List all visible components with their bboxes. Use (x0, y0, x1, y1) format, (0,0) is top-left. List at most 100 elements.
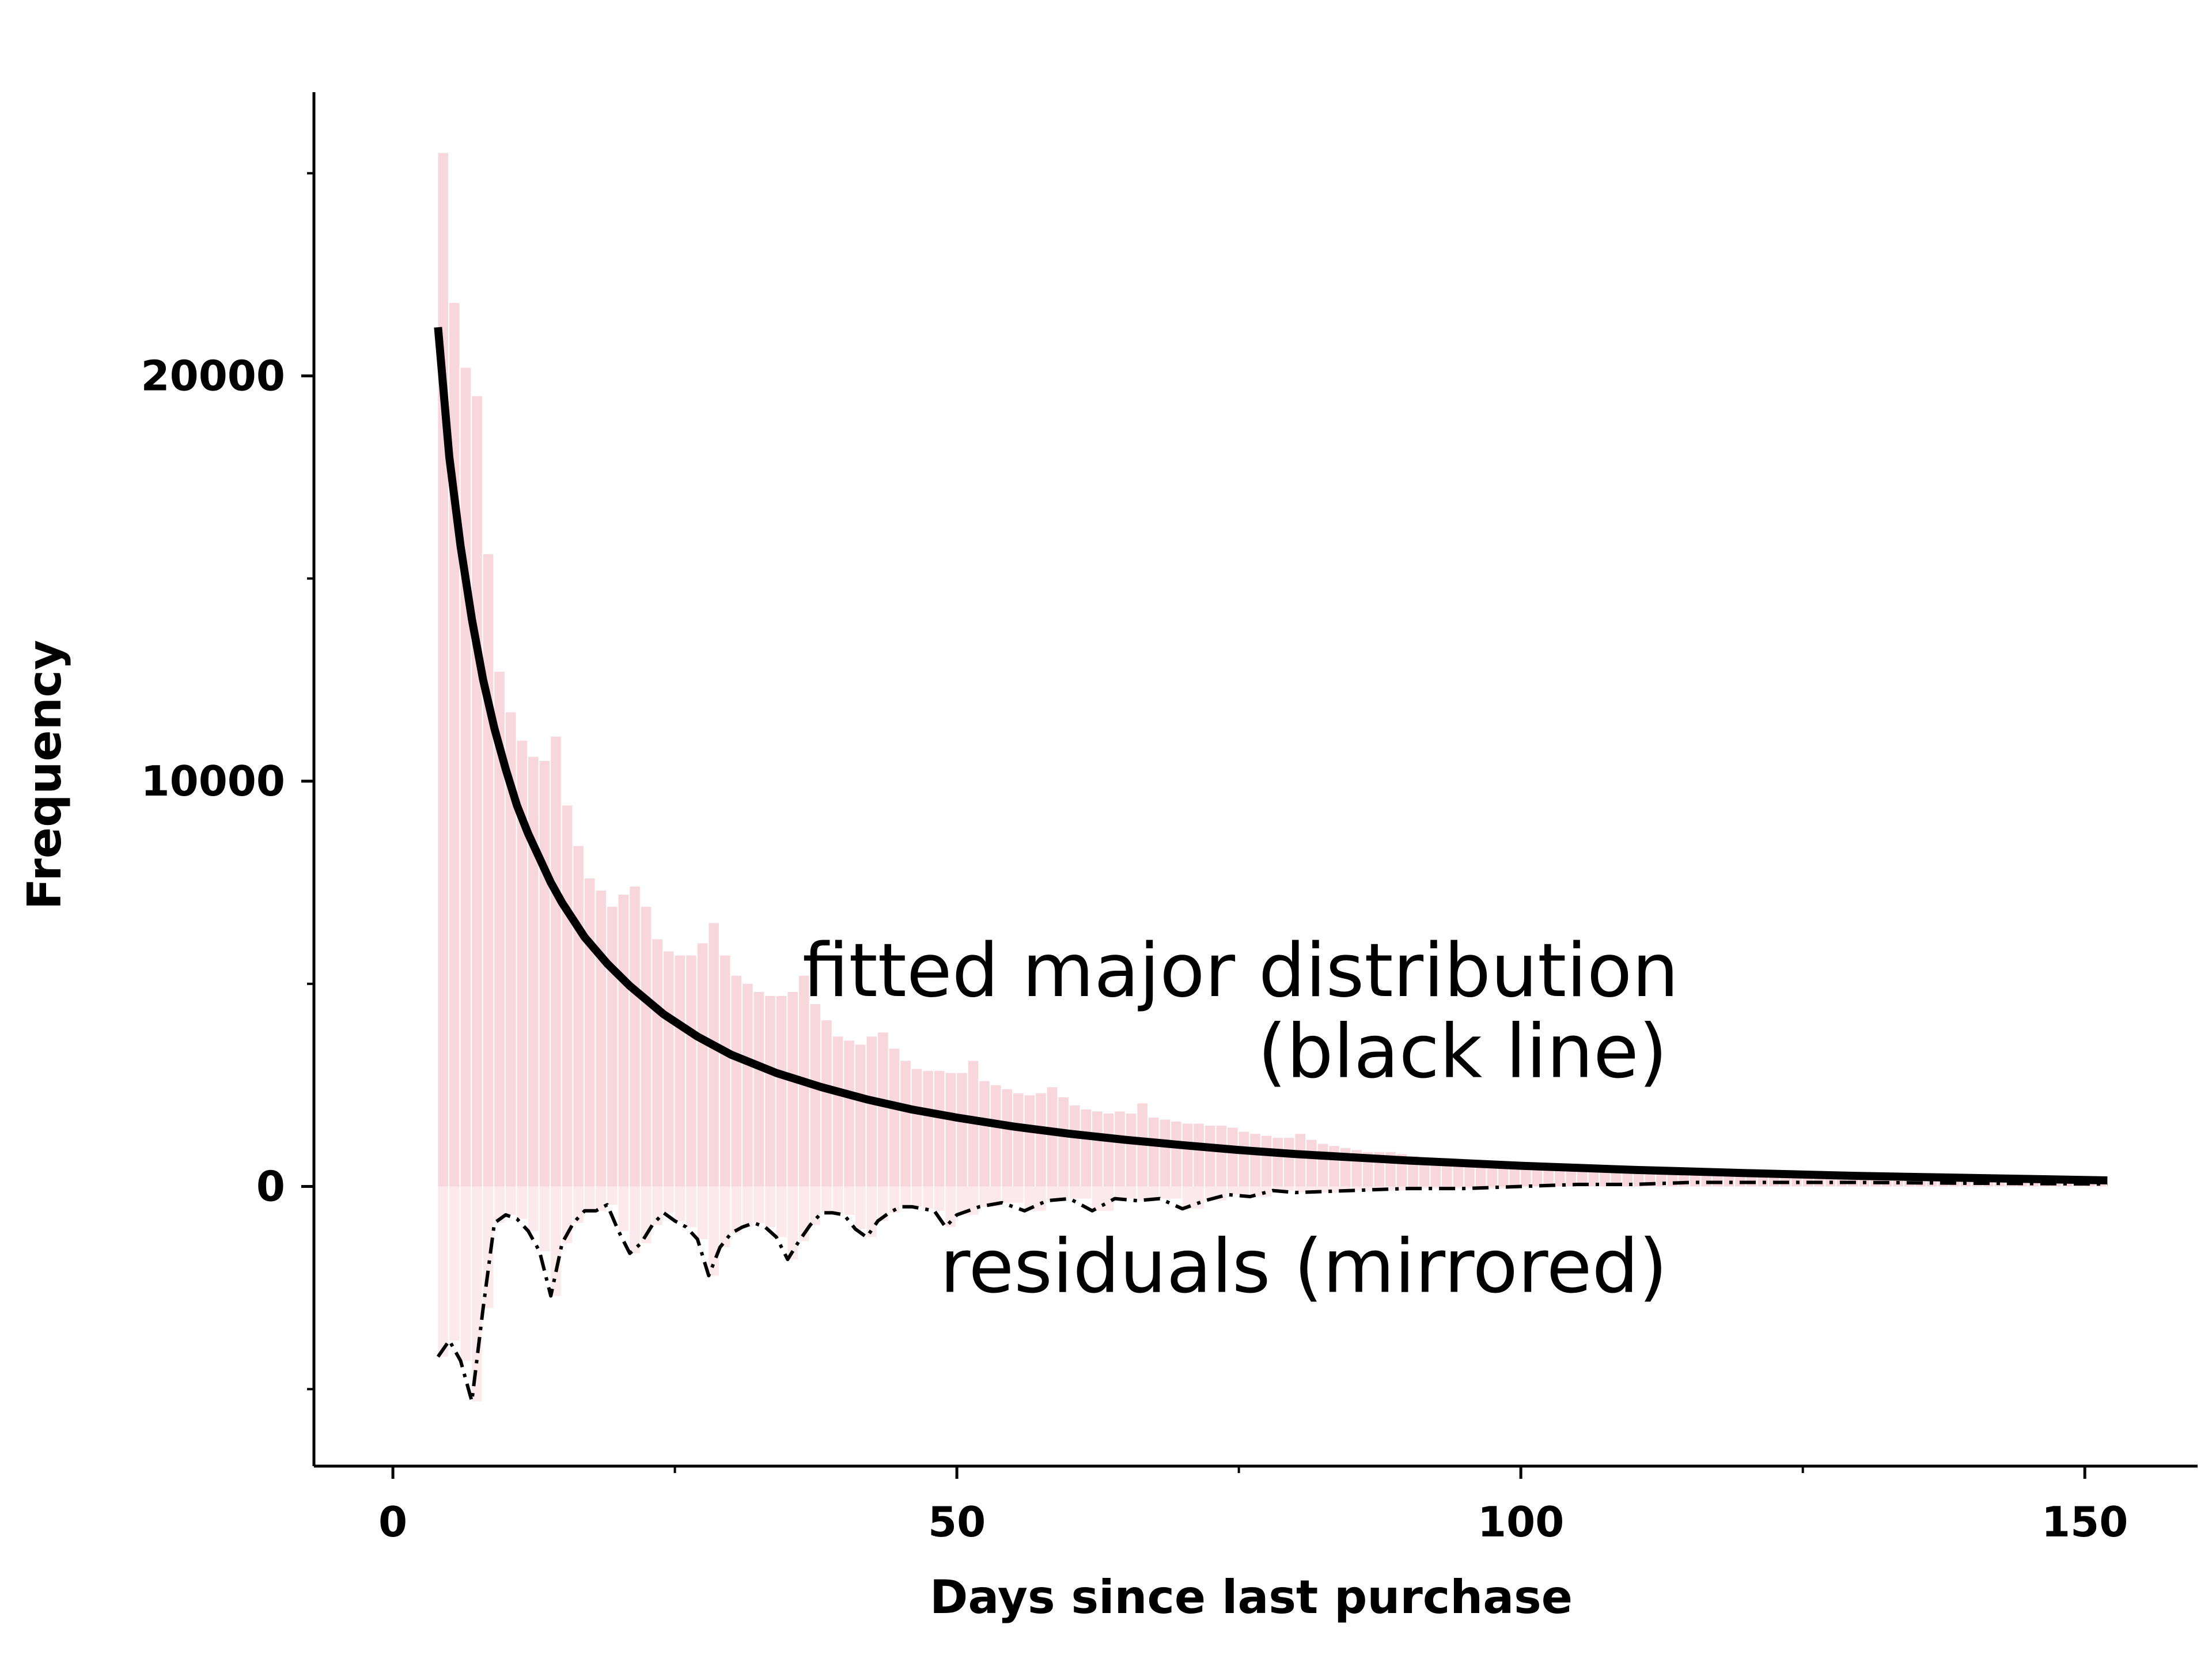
histogram-bar (923, 1071, 933, 1187)
residual-bar (449, 1186, 460, 1341)
histogram-bar (776, 995, 787, 1187)
histogram-bar (753, 991, 764, 1187)
histogram-bar (675, 955, 685, 1187)
residual-bar (675, 1186, 685, 1221)
residual-bar (652, 1186, 663, 1225)
histogram-bar (787, 991, 798, 1187)
histogram-bar (641, 907, 652, 1187)
annotation-residuals-mirrored: residuals (mirrored) (940, 1224, 1668, 1309)
residual-bar (900, 1186, 911, 1207)
residual-bar (832, 1186, 843, 1213)
histogram-bar (1701, 1174, 1712, 1187)
histogram-bar (1160, 1119, 1171, 1187)
histogram-bar (573, 846, 584, 1187)
histogram-bar (438, 153, 448, 1187)
residual-bar (1408, 1186, 1464, 1189)
histogram-bar (731, 975, 742, 1187)
x-tick-label: 50 (928, 1498, 986, 1546)
histogram-bar (821, 1020, 832, 1187)
x-tick-label: 0 (378, 1498, 407, 1546)
residual-bar (573, 1186, 584, 1223)
histogram-bar (483, 554, 494, 1187)
y-tick-label: 20000 (141, 351, 286, 400)
histogram-bar (1058, 1097, 1069, 1187)
x-tick-label: 150 (2041, 1498, 2128, 1546)
histogram-bar (990, 1085, 1001, 1187)
histogram-bar (866, 1036, 877, 1187)
histogram-bar (562, 805, 573, 1187)
histogram-bar (528, 756, 539, 1187)
histogram-bar (1329, 1146, 1339, 1187)
histogram-bar (1509, 1164, 1520, 1187)
histogram-bar (1261, 1135, 1272, 1187)
histogram-bar (957, 1073, 967, 1187)
histogram-bar (810, 1004, 821, 1187)
histogram-bar (630, 886, 640, 1187)
residual-bar (945, 1186, 956, 1227)
histogram-bar (652, 939, 663, 1187)
residual-bar (753, 1186, 764, 1223)
residual-bar (765, 1186, 775, 1227)
y-tick-label: 10000 (141, 757, 286, 805)
histogram-bar (1577, 1168, 1588, 1187)
histogram-bar (607, 907, 618, 1187)
residual-bars (438, 1186, 1520, 1402)
residual-bar (630, 1186, 640, 1254)
residual-bar (1160, 1186, 1181, 1199)
residual-bar (1228, 1186, 1249, 1195)
histogram-bar (584, 878, 595, 1187)
residual-bar (855, 1186, 866, 1229)
histogram-bar (517, 740, 528, 1187)
histogram-bar (844, 1040, 854, 1187)
histogram-bar (1013, 1093, 1024, 1187)
residual-bar (1182, 1186, 1204, 1209)
histogram-bar (505, 712, 516, 1187)
residual-bar (934, 1186, 945, 1211)
residual-bar (709, 1186, 719, 1276)
histogram-bar (1036, 1093, 1046, 1187)
residual-bar (923, 1186, 933, 1209)
histogram-bar (1148, 1117, 1159, 1187)
residual-bar (618, 1186, 629, 1231)
histogram-bar (1588, 1168, 1599, 1187)
y-tick-label: 0 (256, 1163, 285, 1211)
residual-bar (810, 1186, 821, 1225)
histogram-bar (539, 760, 550, 1187)
annotation-fitted-major-distribution: fitted major distribution (802, 928, 1679, 1014)
histogram-bar (1216, 1126, 1227, 1187)
histogram-bar (2028, 1180, 2039, 1187)
histogram-bar (551, 736, 561, 1187)
histogram-bar (1306, 1139, 1317, 1187)
residual-bar (438, 1186, 448, 1357)
histogram-bar (1283, 1138, 1294, 1187)
histogram-bar (1115, 1111, 1125, 1187)
fit-line (434, 327, 2108, 1185)
residual-bar (844, 1186, 854, 1215)
histogram-bar (889, 1048, 900, 1187)
fit-line-group (434, 327, 2108, 1185)
histogram-bar (596, 890, 607, 1187)
residual-bar (472, 1186, 482, 1402)
histogram-bar (900, 1061, 911, 1187)
histogram-bar (979, 1081, 990, 1187)
histogram-bar (945, 1073, 956, 1187)
residual-bar (1250, 1186, 1272, 1197)
histogram-bar (1194, 1123, 1204, 1187)
y-axis-title: Frequency (18, 640, 71, 910)
histogram-bar (934, 1071, 945, 1187)
residual-bar (596, 1186, 607, 1211)
histogram-bar (719, 955, 730, 1187)
histogram-bar (618, 895, 629, 1187)
residual-bar (664, 1186, 674, 1213)
histogram-bar (1171, 1121, 1181, 1187)
residual-bar (460, 1186, 471, 1361)
residual-bar (1024, 1186, 1046, 1211)
residual-bar (719, 1186, 730, 1248)
histogram-bar (911, 1069, 922, 1187)
histogram-bar (1543, 1166, 1554, 1187)
residual-bar (607, 1186, 618, 1205)
histogram-bar (1690, 1174, 1700, 1187)
residual-bar (776, 1186, 787, 1237)
histogram-bar (1002, 1089, 1013, 1187)
